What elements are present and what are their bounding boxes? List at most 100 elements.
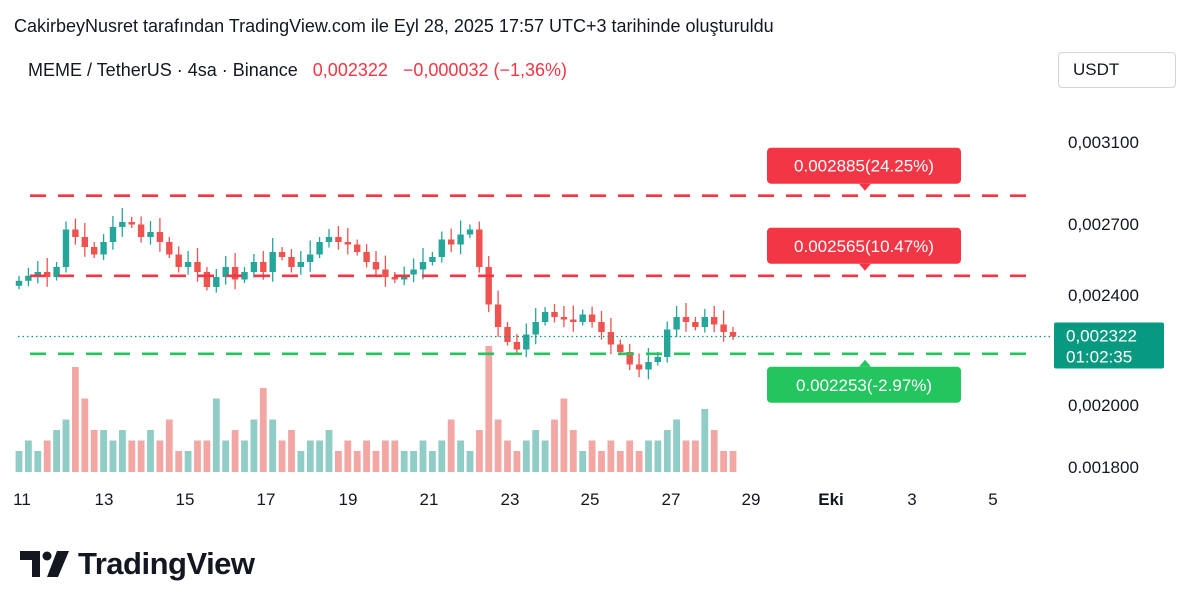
candle-body bbox=[278, 252, 286, 257]
resistance-level-label: 0.002885(24.25%) bbox=[794, 157, 934, 176]
candle-body bbox=[541, 312, 549, 322]
candle-body bbox=[128, 222, 135, 225]
currency-button[interactable]: USDT bbox=[1058, 52, 1176, 88]
candle-body bbox=[598, 322, 605, 332]
volume-bar bbox=[81, 398, 89, 472]
y-tick-label: 0.001800 bbox=[1068, 458, 1139, 477]
tradingview-logo-icon bbox=[20, 551, 69, 577]
candle-body bbox=[166, 242, 173, 255]
candle-body bbox=[203, 272, 211, 287]
volume-bar bbox=[494, 419, 502, 472]
volume-bar bbox=[400, 451, 408, 472]
price-levels: 0.002885(24.25%) 0.002565(10.47%) 0.002253… bbox=[18, 147, 1052, 403]
x-tick-label: Eki bbox=[818, 490, 844, 509]
candle-body bbox=[588, 314, 596, 322]
time-axis[interactable]: 11 13 15 17 19 21 23 25 27 29 Eki 3 5 bbox=[13, 490, 998, 509]
volume-bar bbox=[344, 440, 352, 472]
volume-bar bbox=[419, 440, 427, 472]
candle-body bbox=[701, 317, 708, 327]
volume-bar bbox=[560, 398, 568, 472]
candle-body bbox=[513, 342, 521, 350]
symbol-label[interactable]: MEME / TetherUS · 4sa · Binance bbox=[28, 60, 298, 80]
candle-body bbox=[363, 252, 370, 262]
volume-bar bbox=[654, 440, 662, 472]
candle-body bbox=[307, 254, 314, 262]
candle-body bbox=[645, 362, 652, 370]
volume-bar bbox=[34, 451, 42, 472]
candle-body bbox=[156, 232, 164, 242]
candle-body bbox=[711, 317, 718, 325]
price-axis[interactable]: 0,003100 0,002700 0,002400 0,002000 0.001800… bbox=[1054, 133, 1164, 477]
volume-bar bbox=[645, 440, 652, 472]
candle-body bbox=[438, 239, 445, 257]
candle-body bbox=[504, 327, 511, 342]
volume-bar bbox=[335, 451, 342, 472]
candle-body bbox=[344, 242, 351, 245]
x-tick-label: 15 bbox=[176, 490, 195, 509]
volume-bar bbox=[72, 367, 79, 472]
candle-body bbox=[372, 262, 380, 270]
candle-body bbox=[316, 242, 323, 255]
candle-body bbox=[288, 257, 295, 267]
candle-body bbox=[335, 237, 342, 242]
volume-bar bbox=[635, 451, 643, 472]
candle-body bbox=[429, 257, 436, 262]
candle-body bbox=[551, 312, 558, 317]
y-tick-label: 0,002400 bbox=[1068, 286, 1139, 305]
x-tick-label: 13 bbox=[95, 490, 114, 509]
candle-body bbox=[250, 262, 258, 272]
candle-body bbox=[626, 352, 633, 365]
volume-bar bbox=[682, 440, 690, 472]
volume-bar bbox=[607, 440, 615, 472]
last-price: 0,002322 bbox=[312, 60, 388, 80]
candle-body bbox=[222, 267, 229, 277]
candle-body bbox=[72, 229, 79, 237]
candle-body bbox=[269, 252, 276, 272]
candle-body bbox=[100, 242, 107, 255]
candle-body bbox=[410, 269, 417, 275]
volume-bar bbox=[485, 346, 493, 472]
candle-body bbox=[25, 275, 32, 281]
volume-bar bbox=[109, 440, 117, 472]
candle-body bbox=[476, 229, 483, 267]
tradingview-branding[interactable]: TradingView bbox=[20, 546, 255, 582]
candle-body bbox=[532, 322, 539, 335]
resistance-level-label-box bbox=[767, 147, 961, 184]
candle-body bbox=[729, 332, 737, 337]
x-tick-label: 3 bbox=[907, 490, 916, 509]
volume-bar bbox=[147, 430, 154, 472]
candle-body bbox=[34, 272, 41, 276]
volume-bar bbox=[62, 419, 70, 472]
x-tick-label: 23 bbox=[501, 490, 520, 509]
candle-body bbox=[485, 267, 492, 305]
candle-body bbox=[560, 317, 568, 320]
candle-body bbox=[194, 262, 201, 272]
volume-bars bbox=[15, 346, 737, 472]
candle-body bbox=[91, 247, 98, 255]
volume-bar bbox=[90, 430, 98, 472]
volume-bar bbox=[194, 440, 201, 472]
x-tick-label: 11 bbox=[13, 490, 31, 509]
volume-bar bbox=[447, 419, 455, 472]
volume-bar bbox=[231, 430, 239, 472]
candle-body bbox=[109, 227, 117, 242]
volume-bar bbox=[15, 451, 23, 472]
label-pointer bbox=[859, 183, 871, 191]
candle-body bbox=[44, 272, 51, 277]
candle-body bbox=[635, 364, 643, 370]
volume-bar bbox=[100, 430, 107, 472]
candle-body bbox=[62, 229, 70, 267]
candlesticks bbox=[15, 208, 737, 380]
volume-bar bbox=[504, 440, 511, 472]
candle-body bbox=[382, 269, 389, 277]
volume-bar bbox=[616, 451, 624, 472]
volume-bar bbox=[532, 430, 540, 472]
volume-bar bbox=[278, 440, 286, 472]
candle-body bbox=[213, 277, 220, 287]
volume-bar bbox=[720, 451, 727, 472]
volume-bar bbox=[119, 430, 126, 472]
candle-body bbox=[260, 262, 267, 272]
volume-bar bbox=[241, 440, 248, 472]
candle-body bbox=[457, 234, 464, 245]
